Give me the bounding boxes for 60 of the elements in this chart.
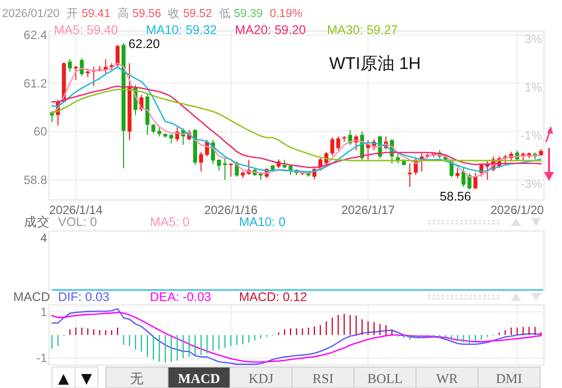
text: MA5: 59.40: [54, 23, 118, 37]
text: ▲: [58, 371, 70, 387]
text: 59.56: [132, 8, 162, 20]
y-tick-label: 60: [34, 124, 48, 139]
series-label: MACD: 0.12: [239, 290, 308, 304]
y-tick-label: 58.8: [24, 172, 48, 187]
candlestick: [330, 136, 334, 156]
y-tick-label: 62.4: [24, 28, 48, 42]
candlestick: [116, 44, 120, 68]
x-tick-label: 2026/1/16: [204, 203, 258, 217]
text: VOL: 0: [58, 215, 97, 229]
annotation: 58.56: [440, 190, 472, 204]
text: 59.39: [234, 8, 263, 20]
text: 0.19%: [270, 8, 302, 20]
candlestick: [222, 158, 227, 180]
text: 高: [117, 6, 130, 20]
text: 收: [168, 7, 180, 20]
candlestick: [151, 123, 156, 134]
text: 2026/01/20: [2, 8, 60, 20]
candlestick: [68, 58, 72, 72]
x-tick-label: 2026/1/14: [49, 203, 103, 217]
candlestick: [462, 168, 466, 188]
text: WR: [436, 371, 458, 386]
series-label: DIF: 0.03: [58, 290, 110, 304]
candlestick: [74, 66, 78, 81]
text: MA20: 59.20: [235, 23, 306, 37]
candlestick: [80, 58, 84, 77]
text: 59.41: [82, 8, 110, 20]
text: DMI: [496, 371, 523, 386]
text: 无: [130, 371, 144, 386]
text: MA5: 0: [150, 215, 190, 229]
x-tick-label: 2026/1/17: [341, 203, 396, 217]
text: ▼: [81, 371, 92, 387]
candlestick: [473, 172, 478, 190]
text: BOLL: [367, 371, 403, 386]
text: KDJ: [248, 371, 274, 386]
y-axis-title: MACD: [13, 290, 50, 304]
candlestick: [456, 168, 460, 179]
candlestick: [157, 126, 162, 137]
y-tick-label: -1: [36, 351, 48, 366]
y-tick-label: 1: [40, 304, 48, 319]
text: MA30: 59.27: [327, 23, 398, 37]
candlestick: [467, 172, 472, 190]
text: 开: [66, 7, 79, 20]
y-tick-label: 61.2: [24, 76, 48, 90]
text: MACD: [178, 371, 220, 386]
text: 成交: [24, 214, 50, 229]
text: 低: [218, 7, 231, 20]
text: WTI原油 1H: [329, 54, 421, 73]
text: MA10: 0: [239, 215, 286, 229]
text: 4: [40, 231, 48, 245]
x-tick-label: 2026/1/20: [490, 203, 544, 217]
text: MA10: 59.32: [146, 23, 217, 37]
candlestick: [217, 158, 221, 172]
candlestick: [408, 162, 412, 188]
text: RSI: [312, 371, 334, 386]
annotation: 62.20: [128, 37, 160, 52]
candlestick: [199, 151, 204, 172]
series-label: DEA: -0.03: [150, 290, 212, 304]
text: 59.52: [183, 8, 212, 20]
